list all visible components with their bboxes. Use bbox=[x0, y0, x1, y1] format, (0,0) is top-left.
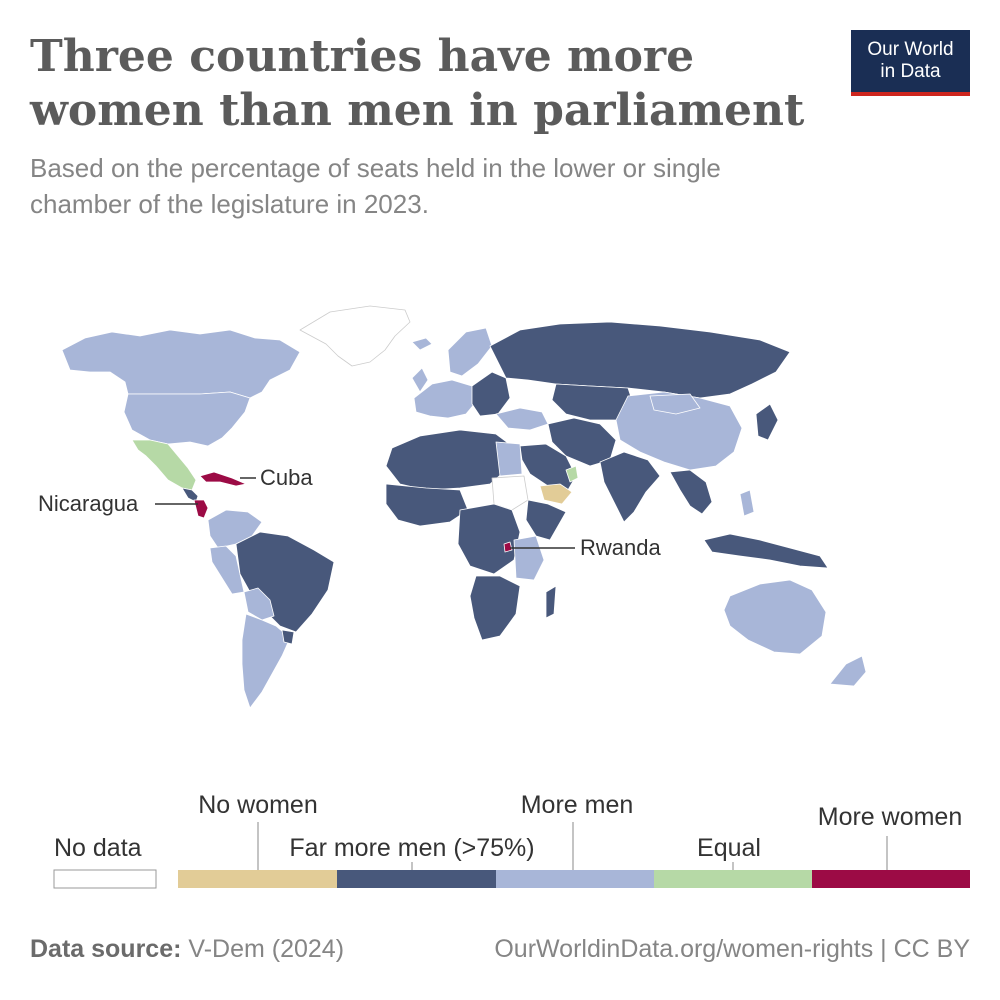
owid-logo[interactable]: Our World in Data bbox=[851, 30, 970, 96]
country-oman[interactable] bbox=[565, 465, 579, 483]
legend-label-more-women: More women bbox=[818, 803, 963, 831]
country-usa[interactable] bbox=[123, 391, 251, 447]
data-source: Data source: V-Dem (2024) bbox=[30, 935, 344, 964]
legend-swatch-equal bbox=[654, 870, 812, 888]
annotations: Cuba Nicaragua Rwanda bbox=[38, 465, 661, 560]
legend-no-data-swatch bbox=[53, 869, 157, 889]
country-turkey[interactable] bbox=[495, 407, 549, 431]
country-iceland[interactable] bbox=[411, 337, 433, 351]
logo-line-1: Our World bbox=[867, 39, 954, 60]
annotation-nicaragua: Nicaragua bbox=[38, 491, 139, 516]
subtitle-line-2: chamber of the legislature in 2023. bbox=[30, 189, 429, 219]
country-mexico[interactable] bbox=[131, 439, 197, 491]
country-bolivia[interactable] bbox=[243, 587, 275, 621]
country-india[interactable] bbox=[599, 451, 661, 523]
country-western-europe[interactable] bbox=[413, 379, 477, 419]
country-yemen[interactable] bbox=[539, 483, 573, 505]
country-japan[interactable] bbox=[755, 403, 779, 441]
country-central-america[interactable] bbox=[181, 487, 199, 503]
legend-swatch-far-more-men bbox=[337, 870, 496, 888]
country-uruguay[interactable] bbox=[281, 629, 295, 645]
legend-label-far-more-men: Far more men (>75%) bbox=[289, 834, 534, 862]
legend: No data No women Far more men (>75%) Mor… bbox=[53, 791, 970, 889]
footer-link[interactable]: OurWorldinData.org/women-rights | CC BY bbox=[494, 935, 970, 963]
annotation-cuba: Cuba bbox=[260, 465, 313, 490]
source-value[interactable]: V-Dem (2024) bbox=[188, 935, 345, 963]
legend-swatch-more-men bbox=[496, 870, 654, 888]
country-china[interactable] bbox=[615, 391, 743, 471]
country-philippines[interactable] bbox=[739, 489, 755, 517]
country-horn-of-africa[interactable] bbox=[525, 499, 567, 541]
country-uk[interactable] bbox=[411, 367, 429, 393]
country-madagascar[interactable] bbox=[545, 585, 557, 619]
country-nicaragua[interactable] bbox=[193, 499, 209, 519]
country-greenland[interactable] bbox=[299, 305, 411, 367]
country-central-africa[interactable] bbox=[457, 503, 521, 575]
country-sudan[interactable] bbox=[491, 475, 529, 511]
country-eastern-europe[interactable] bbox=[471, 371, 511, 417]
country-east-africa[interactable] bbox=[513, 535, 545, 581]
legend-swatch-more-women bbox=[812, 870, 970, 888]
annotation-rwanda: Rwanda bbox=[580, 535, 661, 560]
country-scandinavia[interactable] bbox=[447, 327, 493, 377]
title-line-1: Three countries have more bbox=[30, 31, 695, 82]
legend-label-equal: Equal bbox=[697, 834, 761, 862]
logo-line-2: in Data bbox=[880, 61, 941, 82]
country-southeast-asia[interactable] bbox=[669, 469, 713, 515]
country-argentina[interactable] bbox=[241, 613, 291, 709]
country-egypt[interactable] bbox=[495, 441, 523, 477]
country-west-africa[interactable] bbox=[385, 483, 469, 527]
country-southern-africa[interactable] bbox=[469, 575, 521, 641]
country-cuba[interactable] bbox=[199, 471, 247, 487]
country-australia[interactable] bbox=[723, 579, 827, 655]
legend-swatch-no-women bbox=[178, 870, 337, 888]
country-indonesia[interactable] bbox=[703, 533, 829, 569]
country-russia[interactable] bbox=[489, 321, 791, 399]
legend-label-more-men: More men bbox=[521, 791, 634, 819]
subtitle-line-1: Based on the percentage of seats held in… bbox=[30, 153, 721, 183]
chart-title: Three countries have more women than men… bbox=[30, 30, 810, 138]
legend-label-no-women: No women bbox=[198, 791, 318, 819]
country-new-zealand[interactable] bbox=[829, 655, 867, 687]
country-north-africa[interactable] bbox=[385, 429, 513, 491]
country-mongolia[interactable] bbox=[649, 393, 701, 415]
country-canada[interactable] bbox=[61, 329, 301, 399]
chart-subtitle: Based on the percentage of seats held in… bbox=[30, 150, 910, 222]
legend-no-data-label: No data bbox=[54, 834, 142, 862]
source-label: Data source: bbox=[30, 935, 182, 963]
country-rwanda[interactable] bbox=[503, 541, 513, 553]
title-line-2: women than men in parliament bbox=[30, 85, 805, 136]
